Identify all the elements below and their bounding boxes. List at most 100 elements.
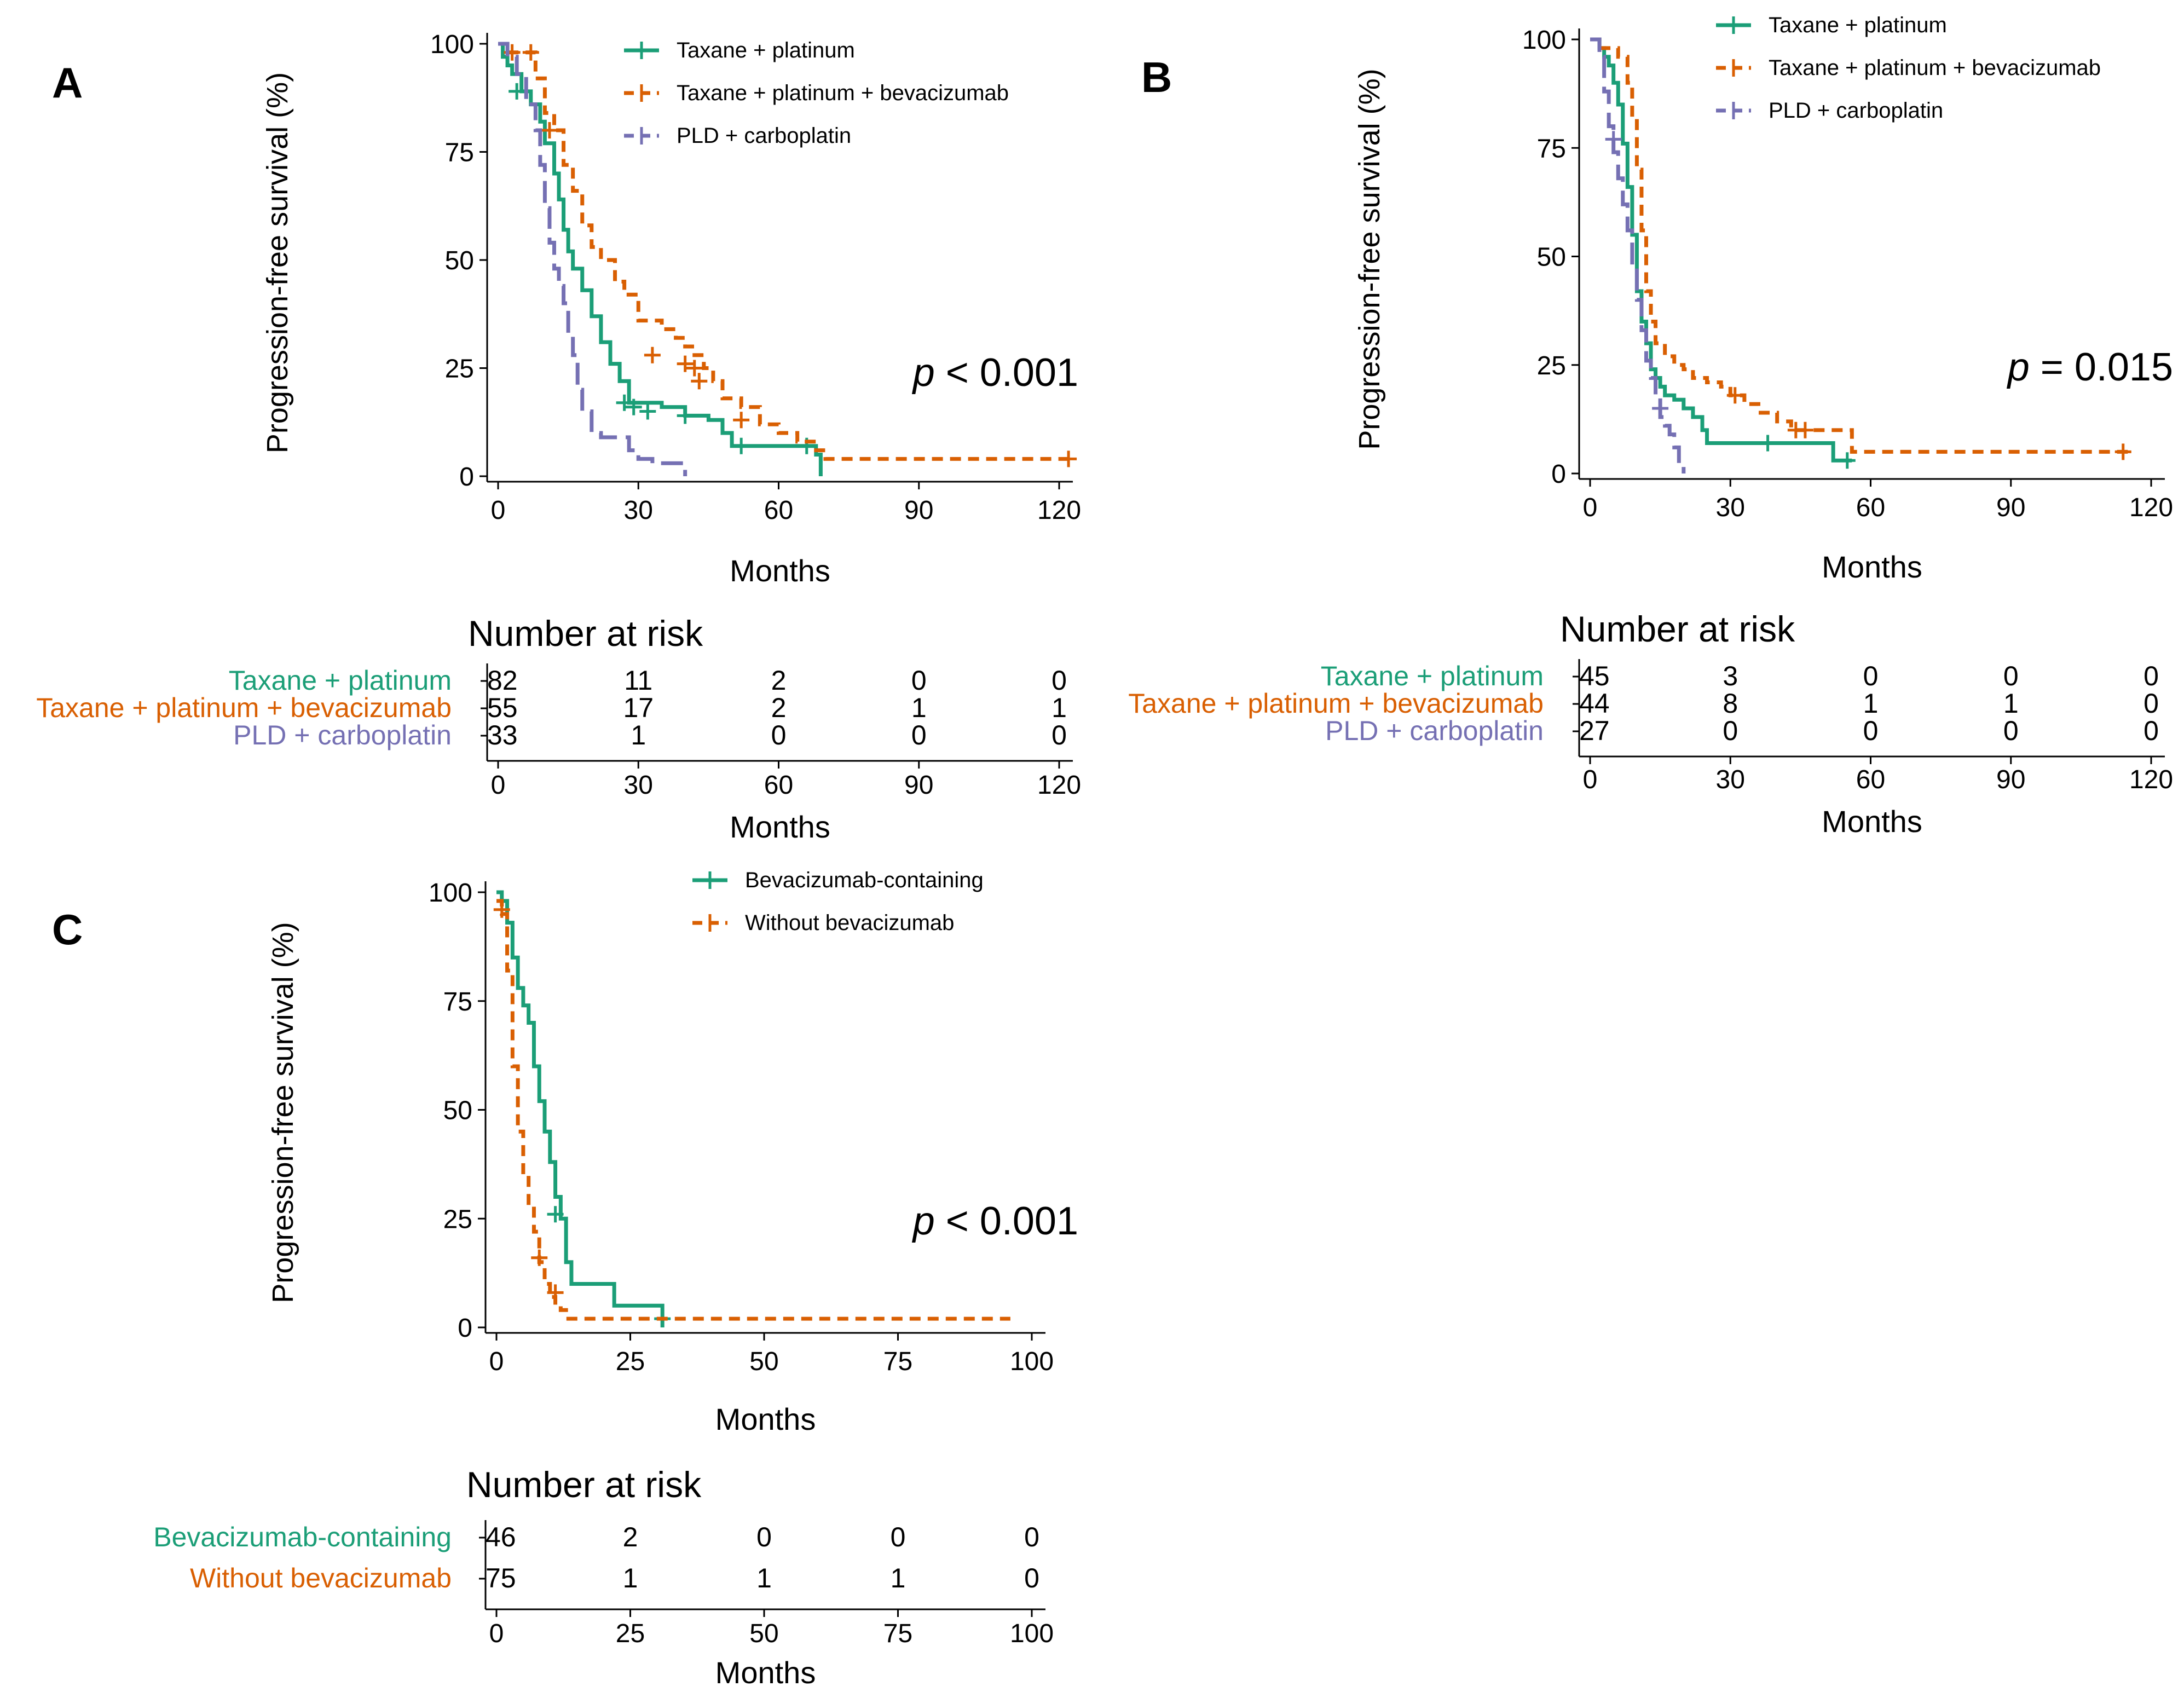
p-symbol: p [912, 1199, 935, 1243]
risk-x-tick-label: 90 [1996, 765, 2025, 794]
censor-mark [625, 398, 642, 415]
risk-count: 2 [771, 665, 787, 696]
risk-x-tick-label: 75 [883, 1619, 912, 1648]
risk-count: 2 [623, 1522, 638, 1552]
series-taxane-platinum-bevacizumab [1590, 37, 2131, 460]
risk-row-label: PLD + carboplatin [1325, 715, 1544, 746]
risk-count: 0 [2003, 715, 2019, 746]
risk-count: 0 [1024, 1563, 1039, 1593]
x-tick-label: 0 [489, 1347, 504, 1376]
km-curve [498, 42, 1069, 461]
risk-count: 0 [1024, 1522, 1039, 1552]
x-tick-label: 50 [749, 1347, 778, 1376]
axes [486, 33, 1073, 483]
censor-mark [1839, 452, 1856, 469]
series-pld-carboplatin [1590, 37, 1686, 473]
censor-mark [691, 373, 708, 390]
panel-letter: B [1141, 53, 1172, 101]
risk-x-tick-label: 0 [491, 771, 506, 800]
risk-count: 1 [1051, 692, 1067, 723]
censor-mark [541, 122, 558, 138]
risk-count: 0 [2143, 661, 2159, 691]
risk-x-axis-label: Months [715, 1655, 816, 1690]
risk-count: 1 [891, 1563, 906, 1593]
risk-row-label: Taxane + platinum [1321, 661, 1544, 691]
risk-count: 1 [2003, 688, 2019, 719]
risk-count: 1 [1863, 688, 1879, 719]
risk-count: 0 [1051, 720, 1067, 750]
risk-count: 0 [1863, 661, 1879, 691]
y-tick-label: 100 [1522, 26, 1566, 55]
risk-count: 0 [891, 1522, 906, 1552]
p-value: = 0.015 [2030, 345, 2173, 389]
legend-entry: PLD + carboplatin [624, 124, 851, 148]
y-axis-label: Progression-free survival (%) [261, 72, 294, 453]
risk-count: 46 [486, 1522, 516, 1552]
x-tick-label: 0 [1583, 493, 1598, 522]
risk-count: 33 [487, 720, 518, 750]
km-curve [1590, 37, 2128, 454]
x-tick-label: 120 [1037, 496, 1081, 525]
legend-label: Taxane + platinum + bevacizumab [677, 81, 1009, 105]
censor-mark [616, 394, 633, 411]
censor-mark [677, 355, 694, 372]
x-tick-label: 90 [1996, 493, 2025, 522]
risk-table: Number at risk Bevacizumab-containing 46 2 0… [153, 1464, 1054, 1690]
y-tick-label: 75 [1537, 134, 1566, 163]
risk-x-tick-label: 120 [2129, 765, 2173, 794]
censor-mark [639, 403, 656, 420]
legend-entry: Taxane + platinum + bevacizumab [1716, 56, 2101, 80]
y-tick-label: 0 [459, 463, 474, 492]
km-curve [496, 899, 1010, 1321]
p-value-annotation: p < 0.001 [912, 351, 1078, 395]
censor-mark [522, 44, 539, 61]
censor-mark [1605, 131, 1622, 148]
series-taxane-platinum [498, 42, 823, 476]
y-tick-label: 75 [445, 138, 474, 168]
censor-mark [644, 346, 661, 363]
risk-count: 0 [771, 720, 787, 750]
risk-count: 11 [624, 665, 652, 696]
censor-mark [1060, 451, 1077, 467]
risk-count: 27 [1579, 715, 1610, 746]
risk-x-tick-label: 100 [1010, 1619, 1054, 1648]
series-pld-carboplatin [498, 42, 687, 476]
censor-mark [547, 1206, 564, 1223]
risk-x-axis-label: Months [1822, 804, 1922, 839]
risk-count: 1 [756, 1563, 772, 1593]
legend-label: PLD + carboplatin [677, 124, 851, 148]
risk-x-tick-label: 0 [1583, 765, 1598, 794]
censor-mark [1652, 400, 1669, 417]
y-tick-label: 75 [443, 987, 472, 1017]
censor-mark [531, 1249, 548, 1266]
km-curve [1590, 37, 1852, 463]
panel-letter: C [52, 905, 83, 954]
censor-mark [1726, 387, 1743, 404]
risk-count: 55 [487, 692, 518, 723]
y-axis-label: Progression-free survival (%) [1353, 68, 1386, 449]
risk-table-title: Number at risk [468, 613, 703, 654]
y-tick-label: 25 [1537, 351, 1566, 380]
censor-mark [686, 360, 703, 377]
risk-row-label: Taxane + platinum + bevacizumab [36, 692, 452, 723]
risk-count: 0 [2003, 661, 2019, 691]
legend-entry: Without bevacizumab [692, 911, 954, 935]
risk-row-label: Taxane + platinum [229, 665, 452, 696]
risk-count: 0 [2143, 688, 2159, 719]
censor-mark [547, 1284, 564, 1301]
p-value-annotation: p < 0.001 [912, 1199, 1078, 1243]
risk-count: 0 [1051, 665, 1067, 696]
p-value: < 0.001 [935, 1199, 1078, 1243]
series-taxane-platinum-bevacizumab [498, 42, 1077, 467]
legend-entry: Taxane + platinum + bevacizumab [624, 81, 1009, 105]
legend-label: Without bevacizumab [745, 911, 954, 935]
censor-mark [1759, 435, 1776, 452]
risk-count: 45 [1579, 661, 1610, 691]
y-tick-label: 25 [443, 1205, 472, 1234]
x-tick-label: 30 [1716, 493, 1745, 522]
km-curve [496, 890, 665, 1327]
risk-count: 17 [623, 692, 654, 723]
censor-mark [493, 901, 510, 918]
y-tick-label: 0 [458, 1314, 472, 1343]
